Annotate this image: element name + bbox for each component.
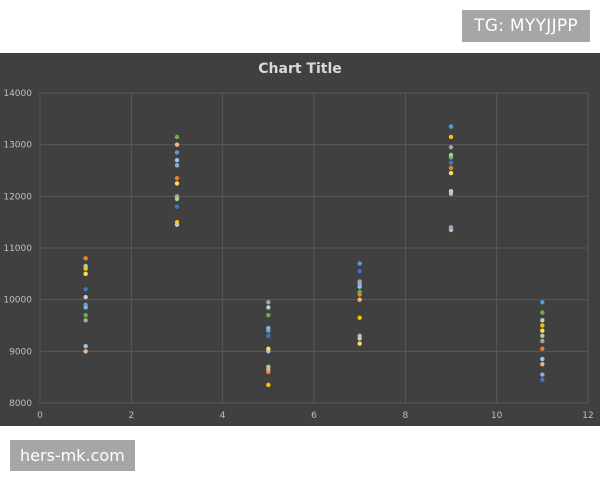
- x-tick-label-5: 10: [491, 411, 503, 421]
- data-point-s4-2: [266, 333, 271, 339]
- data-point-s6-5: [540, 356, 545, 362]
- watermark-top-right: TG: MYYJJPP: [462, 10, 590, 42]
- data-point-s2-0: [83, 318, 88, 323]
- y-tick-label-6: 14000: [3, 89, 32, 99]
- data-point-s2-4: [448, 145, 454, 150]
- data-point-s3-4: [448, 134, 454, 140]
- data-point-s9-2: [266, 346, 271, 351]
- data-point-s1-4: [448, 165, 454, 171]
- data-point-s7-3: [357, 297, 362, 302]
- data-point-s1-0: [83, 256, 88, 261]
- x-tick-label-6: 12: [582, 411, 593, 421]
- watermark-bottom-left: hers-mk.com: [10, 440, 135, 471]
- data-point-s0-5: [540, 300, 545, 305]
- data-point-s9-1: [174, 181, 180, 186]
- data-point-s2-2: [266, 300, 271, 305]
- data-point-s9-0: [83, 271, 88, 277]
- data-point-s3-5: [540, 323, 545, 328]
- data-point-s8-0: [83, 294, 88, 300]
- data-point-s0-3: [357, 261, 362, 266]
- data-point-s7-5: [540, 362, 545, 367]
- data-point-s10-0: [83, 305, 88, 310]
- data-point-s4-4: [448, 160, 454, 165]
- data-point-s3-2: [266, 382, 271, 388]
- data-point-s10-2: [266, 325, 271, 331]
- data-point-s6-0: [83, 343, 88, 349]
- data-points: [83, 124, 545, 388]
- x-tick-label-1: 2: [128, 411, 134, 421]
- data-point-s8-4: [448, 188, 454, 194]
- chart-title: Chart Title: [258, 61, 342, 77]
- scatter-plot: 8000 9000 10000 11000 12000 13000 14000 0 2 4 6 8 1…: [3, 89, 594, 421]
- data-point-s0-4: [448, 124, 454, 129]
- data-point-s1-5: [540, 346, 545, 351]
- data-point-s2-5: [540, 338, 545, 344]
- data-point-s9-5: [540, 328, 545, 333]
- x-axis-ticks: 0 2 4 6 8 10 12: [37, 411, 594, 421]
- data-point-s10-5: [540, 372, 545, 377]
- data-point-s11-5: [540, 333, 545, 339]
- data-point-s5-3: [357, 289, 362, 295]
- data-point-s8-1: [174, 222, 180, 227]
- y-axis-ticks: 8000 9000 10000 11000 12000 13000 14000: [3, 89, 32, 409]
- chart-area: Chart Title 8000 9000 10000 11000 12000 13000…: [0, 53, 600, 426]
- data-point-s4-3: [357, 269, 362, 274]
- y-tick-label-1: 9000: [9, 347, 32, 357]
- data-point-s8-5: [540, 318, 545, 323]
- data-point-s7-0: [83, 349, 88, 354]
- data-point-s5-2: [266, 312, 271, 318]
- data-point-s5-1: [174, 134, 180, 140]
- y-tick-label-5: 13000: [3, 141, 32, 151]
- y-tick-label-2: 10000: [3, 296, 32, 306]
- y-tick-label-0: 8000: [9, 399, 32, 409]
- data-point-s11-1: [174, 196, 180, 202]
- gridlines: [39, 92, 589, 404]
- data-point-s11-2: [266, 364, 271, 370]
- data-point-s3-3: [357, 315, 362, 320]
- data-point-s7-1: [174, 142, 180, 147]
- data-point-s11-3: [357, 333, 362, 339]
- data-point-s8-2: [266, 305, 271, 310]
- data-point-s9-3: [357, 341, 362, 346]
- data-point-s5-0: [83, 312, 88, 318]
- data-point-s11-4: [448, 152, 454, 158]
- data-point-s1-1: [174, 176, 180, 181]
- data-point-s11-0: [83, 263, 88, 269]
- x-tick-label-2: 4: [220, 411, 226, 421]
- y-tick-label-3: 11000: [3, 244, 32, 254]
- data-point-s4-5: [540, 377, 545, 382]
- data-point-s10-4: [448, 225, 454, 230]
- data-point-s9-4: [448, 170, 454, 176]
- data-point-s10-1: [174, 163, 180, 168]
- data-point-s0-1: [174, 150, 180, 155]
- data-point-s4-1: [174, 204, 180, 209]
- x-tick-label-3: 6: [311, 411, 317, 421]
- x-tick-label-4: 8: [402, 411, 408, 421]
- y-tick-label-4: 12000: [3, 192, 32, 202]
- data-point-s5-5: [540, 310, 545, 315]
- data-point-s4-0: [83, 287, 88, 292]
- x-tick-label-0: 0: [37, 411, 43, 421]
- data-point-s10-3: [357, 281, 362, 287]
- data-point-s6-1: [174, 157, 180, 163]
